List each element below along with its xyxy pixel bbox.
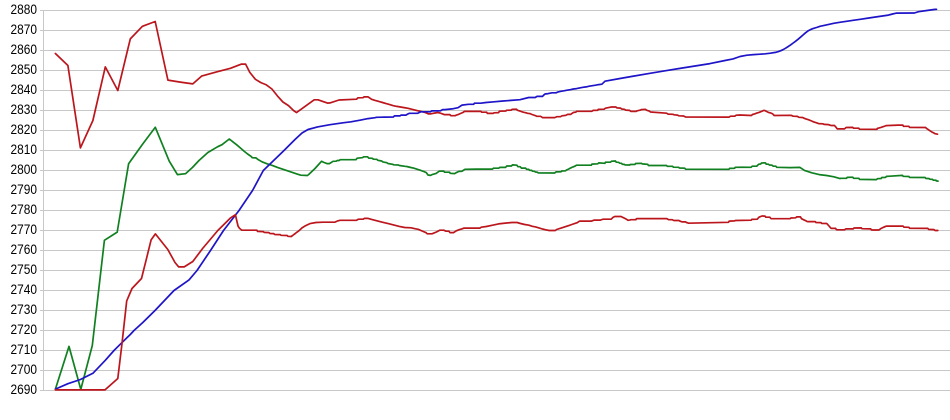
svg-text:2760: 2760 xyxy=(11,242,38,257)
svg-text:2850: 2850 xyxy=(11,62,38,77)
svg-text:2690: 2690 xyxy=(11,382,38,397)
svg-text:2800: 2800 xyxy=(11,162,38,177)
svg-text:2720: 2720 xyxy=(11,322,38,337)
svg-text:2750: 2750 xyxy=(11,262,38,277)
svg-text:2830: 2830 xyxy=(11,102,38,117)
svg-text:2790: 2790 xyxy=(11,182,38,197)
svg-text:2700: 2700 xyxy=(11,362,38,377)
svg-text:2770: 2770 xyxy=(11,222,38,237)
svg-text:2860: 2860 xyxy=(11,42,38,57)
svg-text:2870: 2870 xyxy=(11,22,38,37)
svg-text:2740: 2740 xyxy=(11,282,38,297)
svg-text:2820: 2820 xyxy=(11,122,38,137)
svg-text:2710: 2710 xyxy=(11,342,38,357)
svg-text:2880: 2880 xyxy=(11,2,38,17)
svg-text:2810: 2810 xyxy=(11,142,38,157)
svg-text:2730: 2730 xyxy=(11,302,38,317)
svg-text:2780: 2780 xyxy=(11,202,38,217)
svg-text:2840: 2840 xyxy=(11,82,38,97)
